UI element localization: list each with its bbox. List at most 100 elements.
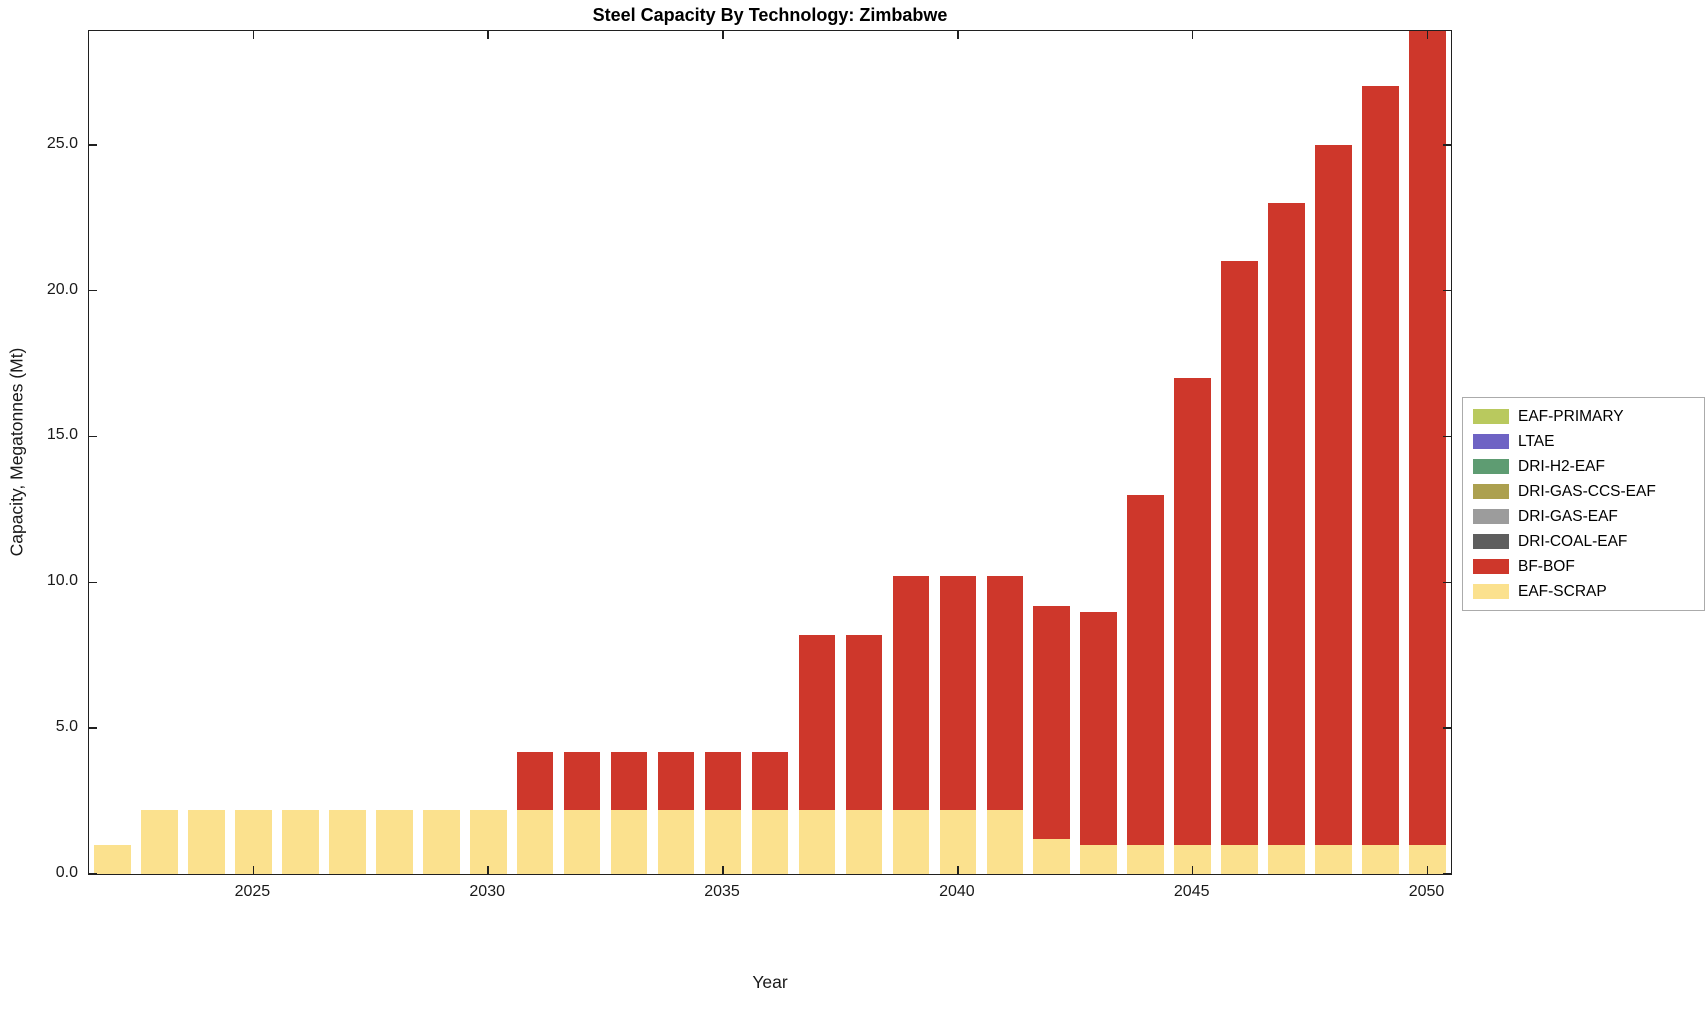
- legend-item-dri-coal-eaf: DRI-COAL-EAF: [1473, 531, 1694, 552]
- bar-2039-eaf-scrap: [892, 809, 930, 874]
- y-tick-mark-15: [1443, 435, 1451, 438]
- bar-2044-bf-bof: [1127, 494, 1165, 845]
- legend-label: DRI-GAS-EAF: [1518, 507, 1618, 525]
- legend-item-bf-bof: BF-BOF: [1473, 556, 1694, 577]
- x-tick-label-2025: 2025: [234, 883, 271, 900]
- y-tick-mark-5: [1443, 727, 1451, 729]
- y-tick-label-0: 0.0: [55, 864, 78, 881]
- legend-label: DRI-COAL-EAF: [1518, 532, 1628, 550]
- bar-2033-eaf-scrap: [610, 809, 648, 874]
- y-tick-label-5: 5.0: [55, 718, 78, 736]
- x-tick-mark-2045: [1191, 866, 1194, 874]
- x-tick-label-2050: 2050: [1408, 883, 1445, 900]
- legend-item-eaf-primary: EAF-PRIMARY: [1473, 406, 1694, 427]
- legend-item-dri-gas-eaf: DRI-GAS-EAF: [1473, 506, 1694, 527]
- y-tick-label-25: 25.0: [46, 134, 78, 152]
- x-tick-mark-2030: [487, 31, 489, 39]
- bar-2047-bf-bof: [1268, 203, 1305, 845]
- y-tick-label-20: 20.0: [46, 280, 78, 298]
- bar-2049-bf-bof: [1362, 86, 1399, 845]
- y-tick-mark-10: [89, 581, 97, 584]
- x-tick-mark-2050: [1426, 31, 1429, 39]
- bar-2046-bf-bof: [1221, 261, 1258, 845]
- y-tick-label-10: 10.0: [46, 572, 78, 590]
- x-tick-mark-2050: [1426, 866, 1429, 874]
- bar-2029-eaf-scrap: [422, 809, 460, 874]
- bar-2042-eaf-scrap: [1033, 839, 1071, 874]
- legend: EAF-PRIMARY LTAE DRI-H2-EAF DRI-GAS-CCS-EAF…: [1462, 397, 1705, 611]
- legend-swatch-icon: [1473, 584, 1509, 599]
- x-axis-label: Year: [752, 972, 788, 992]
- legend-swatch-icon: [1473, 484, 1509, 499]
- plot-area: [88, 30, 1452, 875]
- bar-2041-eaf-scrap: [986, 809, 1024, 874]
- x-tick-label-2045: 2045: [1173, 883, 1210, 900]
- y-tick-mark-10: [1443, 581, 1451, 584]
- y-tick-mark-15: [89, 435, 97, 438]
- bar-2047-eaf-scrap: [1268, 844, 1305, 874]
- bar-2023-eaf-scrap: [141, 809, 178, 874]
- bar-2033-bf-bof: [610, 751, 648, 810]
- x-tick-mark-2040: [957, 866, 959, 874]
- legend-swatch-icon: [1473, 509, 1509, 524]
- bar-2043-bf-bof: [1080, 611, 1118, 845]
- x-tick-mark-2025: [252, 866, 255, 874]
- x-tick-mark-2035: [722, 31, 724, 39]
- y-tick-mark-5: [89, 727, 97, 729]
- bar-2037-eaf-scrap: [798, 809, 836, 874]
- bar-2040-bf-bof: [939, 576, 977, 810]
- bar-2028-eaf-scrap: [375, 809, 413, 874]
- bar-2022-eaf-scrap: [94, 844, 131, 874]
- bar-2042-bf-bof: [1033, 605, 1071, 839]
- y-tick-mark-25: [89, 144, 97, 146]
- bar-2040-eaf-scrap: [939, 809, 977, 874]
- bar-2049-eaf-scrap: [1362, 844, 1399, 874]
- bar-2031-eaf-scrap: [516, 809, 554, 874]
- legend-item-ltae: LTAE: [1473, 431, 1694, 452]
- bar-2025-eaf-scrap: [235, 809, 272, 874]
- legend-label: DRI-GAS-CCS-EAF: [1518, 482, 1656, 500]
- legend-swatch-icon: [1473, 559, 1509, 574]
- x-tick-label-2030: 2030: [469, 883, 505, 900]
- legend-swatch-icon: [1473, 459, 1509, 474]
- legend-swatch-icon: [1473, 409, 1509, 424]
- legend-label: BF-BOF: [1518, 557, 1575, 575]
- bar-2024-eaf-scrap: [188, 809, 225, 874]
- y-tick-mark-20: [89, 289, 97, 292]
- bar-2043-eaf-scrap: [1080, 844, 1118, 874]
- bar-2038-eaf-scrap: [845, 809, 883, 874]
- bar-2035-bf-bof: [704, 751, 742, 810]
- y-tick-label-15: 15.0: [46, 426, 78, 444]
- bar-2050-bf-bof: [1409, 31, 1446, 845]
- bar-2034-bf-bof: [657, 751, 695, 810]
- bar-2039-bf-bof: [892, 576, 930, 810]
- legend-label: DRI-H2-EAF: [1518, 457, 1605, 475]
- bar-2037-bf-bof: [798, 634, 836, 810]
- x-tick-label-2040: 2040: [939, 883, 975, 900]
- y-axis-label: Capacity, Megatonnes (Mt): [6, 347, 27, 557]
- bar-2046-eaf-scrap: [1221, 844, 1258, 874]
- bar-2032-bf-bof: [563, 751, 601, 810]
- bar-2036-eaf-scrap: [751, 809, 789, 874]
- y-tick-mark-0: [89, 873, 97, 874]
- bar-2030-eaf-scrap: [469, 809, 507, 874]
- bar-2031-bf-bof: [516, 751, 554, 810]
- legend-swatch-icon: [1473, 434, 1509, 449]
- x-tick-mark-2030: [487, 866, 489, 874]
- x-tick-mark-2025: [252, 31, 255, 39]
- legend-swatch-icon: [1473, 534, 1509, 549]
- y-tick-mark-25: [1443, 144, 1451, 146]
- legend-label: LTAE: [1518, 432, 1555, 450]
- bar-2041-bf-bof: [986, 576, 1024, 810]
- y-tick-mark-0: [1443, 873, 1451, 874]
- legend-item-dri-h2-eaf: DRI-H2-EAF: [1473, 456, 1694, 477]
- legend-item-dri-gas-ccs-eaf: DRI-GAS-CCS-EAF: [1473, 481, 1694, 502]
- bar-2045-bf-bof: [1174, 378, 1211, 845]
- bar-2034-eaf-scrap: [657, 809, 695, 874]
- bar-2038-bf-bof: [845, 634, 883, 810]
- bar-2048-eaf-scrap: [1315, 844, 1352, 874]
- bar-2044-eaf-scrap: [1127, 844, 1165, 874]
- bar-2048-bf-bof: [1315, 144, 1352, 845]
- bar-2032-eaf-scrap: [563, 809, 601, 874]
